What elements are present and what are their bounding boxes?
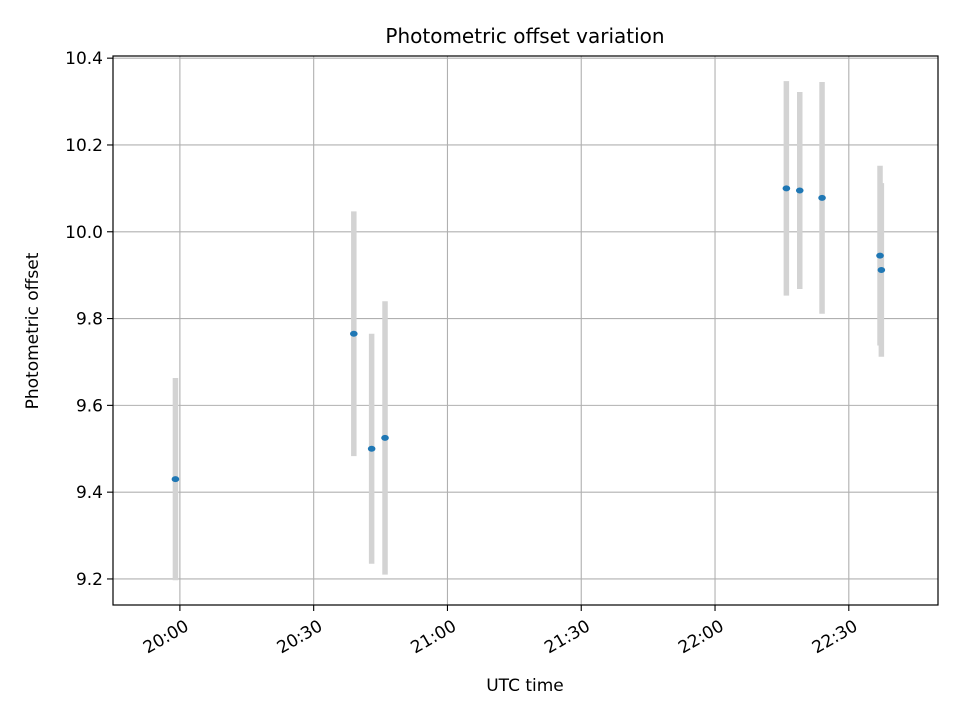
x-tick-label: 20:30 [274, 616, 326, 658]
data-point [795, 187, 804, 194]
y-tick-label: 9.2 [76, 570, 103, 590]
data-point [381, 434, 389, 441]
data-point [782, 185, 791, 192]
y-tick-label: 9.8 [76, 310, 103, 330]
y-tick-label: 9.6 [76, 396, 103, 416]
data-points [171, 185, 886, 483]
ticks: 20:00 20:30 21:00 21:30 22:00 22:30 9.2 9.4 9.6 9… [65, 49, 861, 658]
y-tick-label: 10.2 [65, 136, 103, 156]
x-tick-label: 22:30 [809, 616, 861, 658]
x-tick-label: 21:00 [408, 616, 460, 658]
data-point [877, 266, 886, 273]
data-point [367, 445, 376, 452]
data-point [171, 476, 180, 483]
y-tick-label: 10.4 [65, 49, 103, 69]
y-tick-label: 9.4 [76, 483, 103, 503]
plot-frame [112, 55, 939, 606]
x-tick-label: 22:00 [675, 616, 727, 658]
chart-title: Photometric offset variation [385, 24, 664, 48]
x-axis-label: UTC time [486, 676, 564, 696]
data-point [350, 330, 358, 337]
data-point [876, 252, 884, 259]
y-axis-label: Photometric offset [23, 252, 43, 409]
data-point [818, 194, 826, 201]
errorbars [172, 81, 885, 581]
grid [113, 56, 938, 605]
x-tick-label: 20:00 [140, 616, 192, 658]
x-tick-label: 21:30 [541, 616, 593, 658]
y-tick-label: 10.0 [65, 223, 103, 243]
